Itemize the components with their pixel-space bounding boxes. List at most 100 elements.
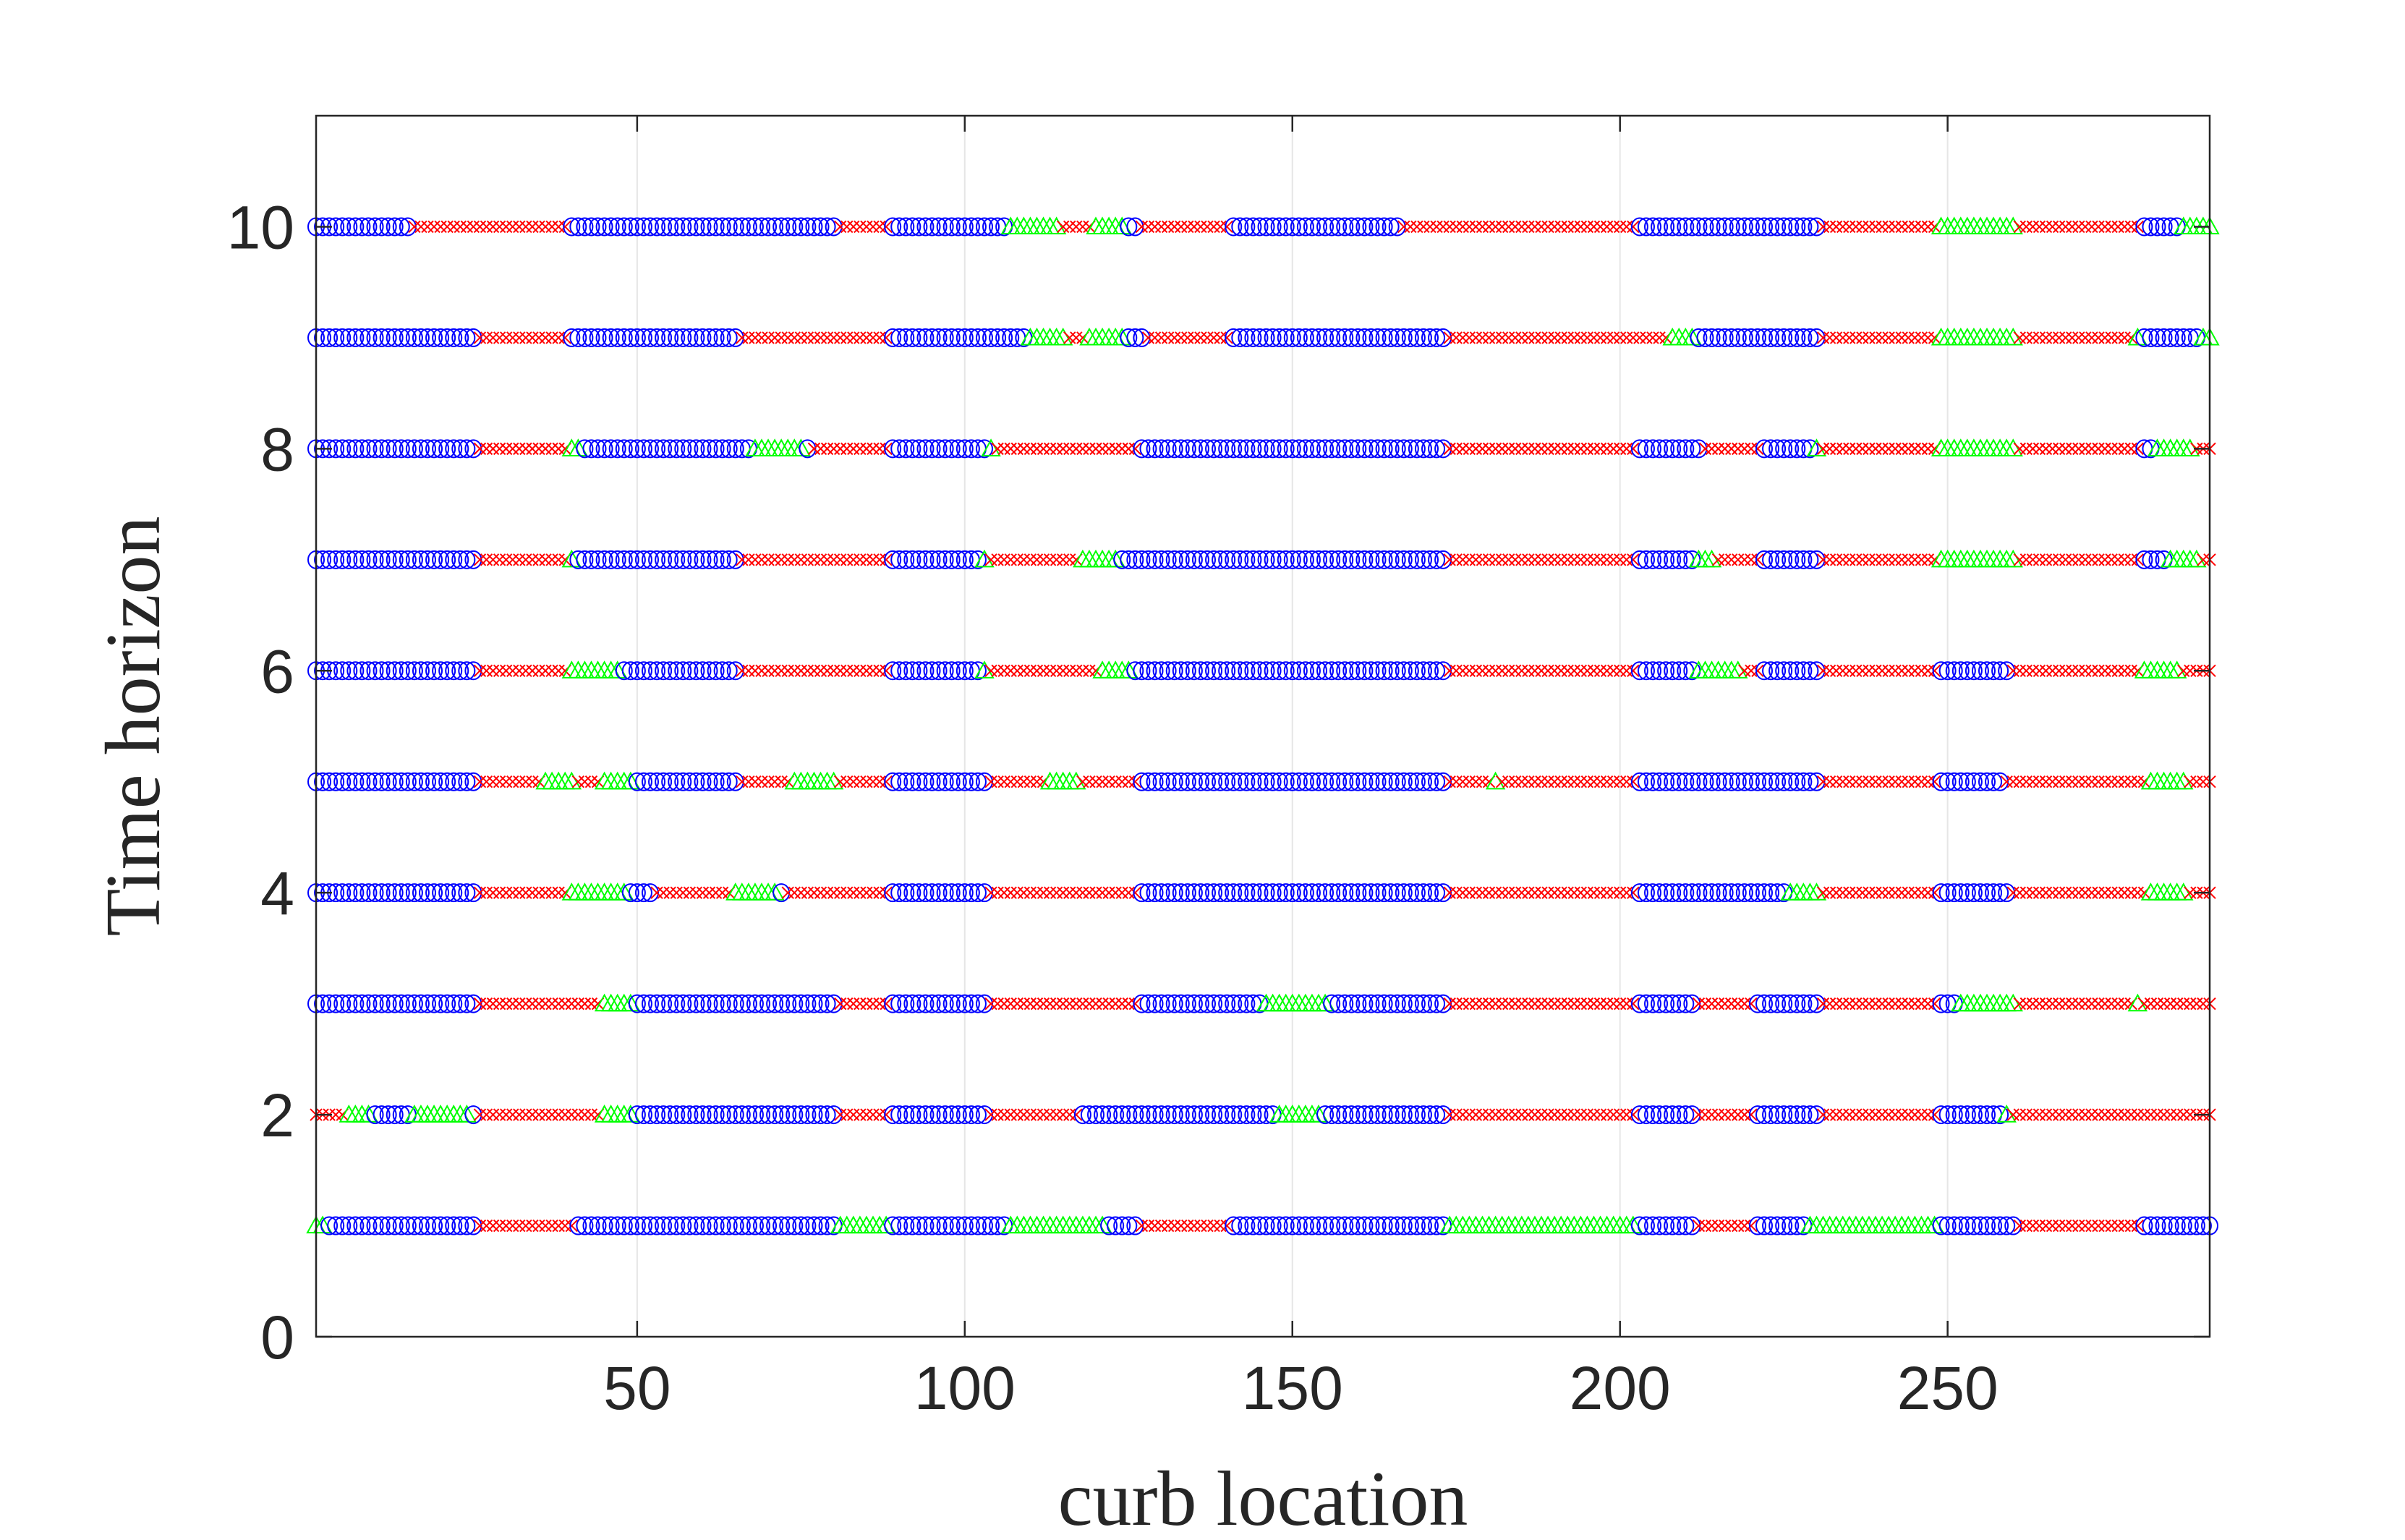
- cross-marker: [1908, 997, 1922, 1011]
- cross-marker: [1882, 220, 1895, 234]
- circle-marker: [333, 772, 352, 791]
- cross-marker: [1627, 442, 1640, 456]
- circle-marker: [1775, 772, 1793, 791]
- cross-marker: [1593, 331, 1607, 344]
- cross-marker: [1037, 997, 1050, 1011]
- cross-marker: [1043, 997, 1057, 1011]
- cross-marker: [1096, 997, 1109, 1011]
- cross-marker: [2131, 1219, 2145, 1233]
- cross-marker: [1843, 553, 1856, 566]
- cross-marker: [1843, 886, 1856, 899]
- cross-marker: [880, 775, 893, 788]
- cross-marker: [539, 997, 552, 1011]
- circle-marker: [949, 550, 967, 569]
- cross-marker: [1030, 553, 1044, 566]
- cross-marker: [1889, 1108, 1902, 1121]
- cross-marker: [997, 664, 1010, 677]
- circle-marker: [2142, 328, 2160, 347]
- triangle-marker: [1315, 993, 1335, 1012]
- circle-marker: [464, 439, 482, 459]
- cross-marker: [558, 1108, 571, 1121]
- cross-marker: [2059, 664, 2072, 677]
- cross-marker: [2124, 886, 2137, 899]
- cross-marker: [1606, 220, 1620, 234]
- circle-marker: [955, 661, 974, 681]
- circle-marker: [340, 328, 358, 347]
- cross-marker: [847, 775, 860, 788]
- cross-marker: [2118, 553, 2131, 566]
- circle-marker: [1251, 328, 1269, 347]
- circle-marker: [805, 217, 823, 237]
- cross-marker: [1902, 997, 1915, 1011]
- circle-marker: [655, 550, 673, 569]
- circle-marker: [707, 1216, 725, 1235]
- cross-marker: [984, 553, 997, 566]
- circle-marker: [1165, 550, 1183, 569]
- cross-marker: [447, 220, 460, 234]
- circle-marker: [1762, 1105, 1780, 1125]
- cross-marker: [1456, 886, 1469, 899]
- circle-marker: [1428, 994, 1446, 1013]
- circle-marker: [720, 1216, 738, 1235]
- circle-marker: [910, 550, 928, 569]
- cross-marker: [834, 553, 847, 566]
- cross-marker: [1522, 1108, 1535, 1121]
- cross-marker: [873, 553, 886, 566]
- triangle-marker: [1105, 549, 1125, 568]
- circle-marker: [1316, 439, 1335, 459]
- circle-marker: [1709, 217, 1727, 237]
- circle-marker: [1971, 1105, 1989, 1125]
- circle-marker: [1368, 1105, 1387, 1125]
- circle-marker: [1290, 883, 1308, 903]
- cross-marker: [1063, 1108, 1076, 1121]
- circle-marker: [1945, 661, 1963, 681]
- cross-marker: [840, 442, 854, 456]
- cross-marker: [480, 997, 493, 1011]
- circle-marker: [759, 994, 778, 1013]
- cross-marker: [1057, 442, 1070, 456]
- circle-marker: [1277, 328, 1295, 347]
- cross-marker: [1718, 1219, 1732, 1233]
- circle-marker: [1434, 550, 1452, 569]
- cross-marker: [2157, 1108, 2171, 1121]
- cross-marker: [545, 1108, 558, 1121]
- circle-marker: [890, 883, 908, 903]
- circle-marker: [1958, 661, 1976, 681]
- circle-marker: [903, 883, 921, 903]
- circle-marker: [884, 217, 902, 237]
- cross-marker: [552, 442, 565, 456]
- circle-marker: [1362, 772, 1380, 791]
- cross-marker: [742, 775, 755, 788]
- circle-marker: [1139, 883, 1157, 903]
- cross-marker: [2150, 1108, 2164, 1121]
- circle-marker: [392, 217, 410, 237]
- circle-marker: [1251, 439, 1269, 459]
- triangle-marker: [981, 438, 1001, 456]
- cross-marker: [1902, 220, 1915, 234]
- cross-marker: [1004, 442, 1017, 456]
- circle-marker: [2148, 328, 2166, 347]
- circle-marker: [1932, 994, 1950, 1013]
- circle-marker: [366, 661, 384, 681]
- circle-marker: [799, 994, 817, 1013]
- circle-marker: [1277, 550, 1295, 569]
- circle-marker: [923, 1216, 941, 1235]
- cross-marker: [2098, 442, 2111, 456]
- cross-marker: [1908, 220, 1922, 234]
- circle-marker: [608, 439, 626, 459]
- cross-marker: [2098, 553, 2111, 566]
- circle-marker: [1244, 550, 1262, 569]
- circle-marker: [451, 439, 469, 459]
- circle-marker: [1310, 439, 1327, 459]
- cross-marker: [1017, 997, 1031, 1011]
- circle-marker: [1408, 661, 1426, 681]
- circle-marker: [772, 883, 791, 903]
- circle-marker: [595, 328, 613, 347]
- cross-marker: [1620, 1108, 1633, 1121]
- cross-marker: [2131, 553, 2145, 566]
- circle-marker: [615, 550, 633, 569]
- cross-marker: [1882, 664, 1895, 677]
- circle-marker: [392, 439, 410, 459]
- cross-marker: [1463, 220, 1476, 234]
- circle-marker: [1670, 883, 1688, 903]
